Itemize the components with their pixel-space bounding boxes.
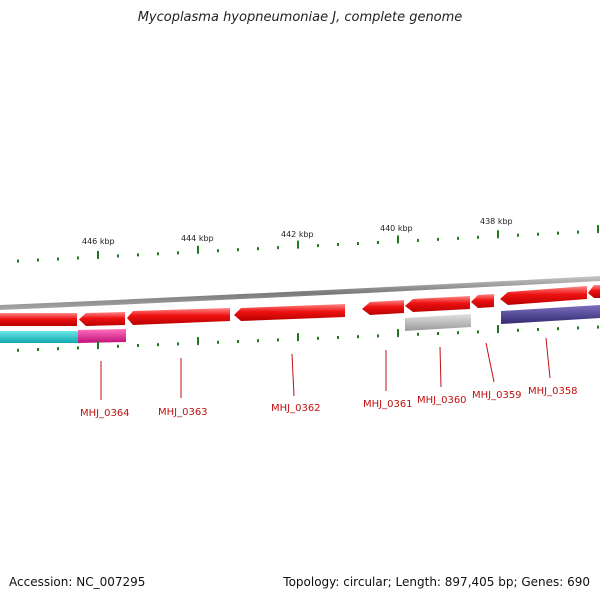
accession-text: Accession: NC_007295	[9, 575, 146, 589]
gene-label-mhj-0363[interactable]: MHJ_0363	[158, 407, 208, 418]
major-tick	[197, 245, 199, 254]
minor-tick	[57, 257, 59, 261]
genome-backbone	[0, 276, 600, 310]
gene-label-mhj-0362[interactable]: MHJ_0362	[271, 403, 321, 414]
minor-tick	[557, 231, 559, 235]
major-tick	[597, 225, 599, 234]
gene-label-mhj-0360[interactable]: MHJ_0360	[417, 395, 467, 406]
minor-tick	[157, 252, 159, 256]
minor-tick	[577, 230, 579, 234]
minor-tick	[477, 330, 479, 334]
category-block-cyan[interactable]	[0, 331, 78, 343]
gene-feature-arrow[interactable]	[588, 285, 600, 298]
minor-tick	[17, 348, 19, 352]
minor-tick	[417, 238, 419, 242]
minor-tick	[117, 254, 119, 258]
minor-tick	[357, 335, 359, 339]
major-tick	[497, 230, 499, 239]
scale-label-440: 440 kbp	[380, 224, 413, 233]
map-title: Mycoplasma hyopneumoniae J, complete gen…	[137, 10, 463, 25]
minor-tick	[277, 338, 279, 342]
gene-feature-arrow[interactable]	[127, 308, 230, 325]
minor-tick	[77, 256, 79, 260]
minor-tick	[477, 235, 479, 239]
major-tick	[497, 325, 499, 334]
category-block-magenta[interactable]	[78, 329, 126, 343]
minor-tick	[537, 327, 539, 331]
minor-tick	[357, 242, 359, 246]
minor-tick	[257, 339, 259, 343]
gene-label-mhj-0361[interactable]: MHJ_0361	[363, 399, 413, 410]
scale-label-446: 446 kbp	[82, 237, 115, 246]
gene-label-mhj-0359[interactable]: MHJ_0359	[472, 390, 522, 401]
minor-tick	[517, 328, 519, 332]
major-tick	[397, 329, 399, 338]
major-tick	[297, 240, 299, 249]
minor-tick	[317, 336, 319, 340]
scale-label-438: 438 kbp	[480, 217, 513, 226]
minor-tick	[17, 259, 19, 263]
gene-label-mhj-0364[interactable]: MHJ_0364	[80, 408, 130, 419]
minor-tick	[417, 332, 419, 336]
major-tick	[397, 235, 399, 244]
genome-summary-text: Topology: circular; Length: 897,405 bp; …	[283, 575, 590, 589]
gene-track	[0, 285, 600, 326]
gene-feature-arrow[interactable]	[79, 312, 125, 326]
gene-feature-arrow[interactable]	[405, 296, 470, 312]
minor-tick	[257, 247, 259, 251]
gene-leader-lines	[100, 337, 551, 400]
major-tick	[97, 250, 99, 259]
minor-tick	[597, 325, 599, 329]
category-block-purple[interactable]	[501, 305, 600, 324]
minor-tick	[537, 232, 539, 236]
minor-tick	[237, 339, 239, 343]
gene-feature-arrow[interactable]	[500, 286, 587, 305]
minor-tick	[37, 258, 39, 262]
minor-tick	[177, 251, 179, 255]
minor-tick	[137, 343, 139, 347]
minor-tick	[517, 233, 519, 237]
minor-tick	[237, 248, 239, 252]
major-tick	[297, 333, 299, 342]
minor-tick	[117, 344, 119, 348]
major-tick	[97, 341, 99, 350]
minor-tick	[317, 244, 319, 248]
minor-tick	[37, 347, 39, 351]
gene-feature-arrow[interactable]	[0, 313, 77, 326]
minor-tick	[457, 236, 459, 240]
category-track	[0, 305, 600, 343]
minor-tick	[377, 334, 379, 338]
minor-tick	[437, 237, 439, 241]
gene-feature-arrow[interactable]	[234, 304, 345, 321]
minor-tick	[337, 335, 339, 339]
minor-tick	[57, 347, 59, 351]
gene-feature-arrow[interactable]	[471, 294, 494, 308]
minor-tick	[217, 340, 219, 344]
minor-tick	[157, 343, 159, 347]
outer-scale-ticks	[17, 225, 599, 263]
minor-tick	[457, 331, 459, 335]
minor-tick	[217, 249, 219, 253]
gene-feature-arrow[interactable]	[362, 300, 404, 315]
minor-tick	[577, 326, 579, 330]
minor-tick	[77, 346, 79, 350]
minor-tick	[137, 253, 139, 257]
minor-tick	[437, 331, 439, 335]
category-block-gray[interactable]	[405, 314, 471, 331]
inner-scale-ticks	[17, 325, 599, 352]
minor-tick	[377, 240, 379, 244]
minor-tick	[557, 327, 559, 331]
minor-tick	[337, 243, 339, 247]
minor-tick	[277, 246, 279, 250]
gene-label-mhj-0358[interactable]: MHJ_0358	[528, 386, 578, 397]
minor-tick	[177, 342, 179, 346]
major-tick	[197, 337, 199, 346]
scale-label-444: 444 kbp	[181, 234, 214, 243]
scale-label-442: 442 kbp	[281, 230, 314, 239]
